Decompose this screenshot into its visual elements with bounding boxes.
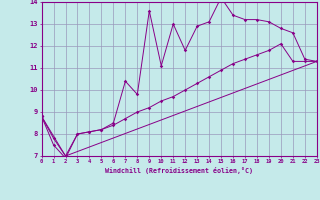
X-axis label: Windchill (Refroidissement éolien,°C): Windchill (Refroidissement éolien,°C) — [105, 167, 253, 174]
